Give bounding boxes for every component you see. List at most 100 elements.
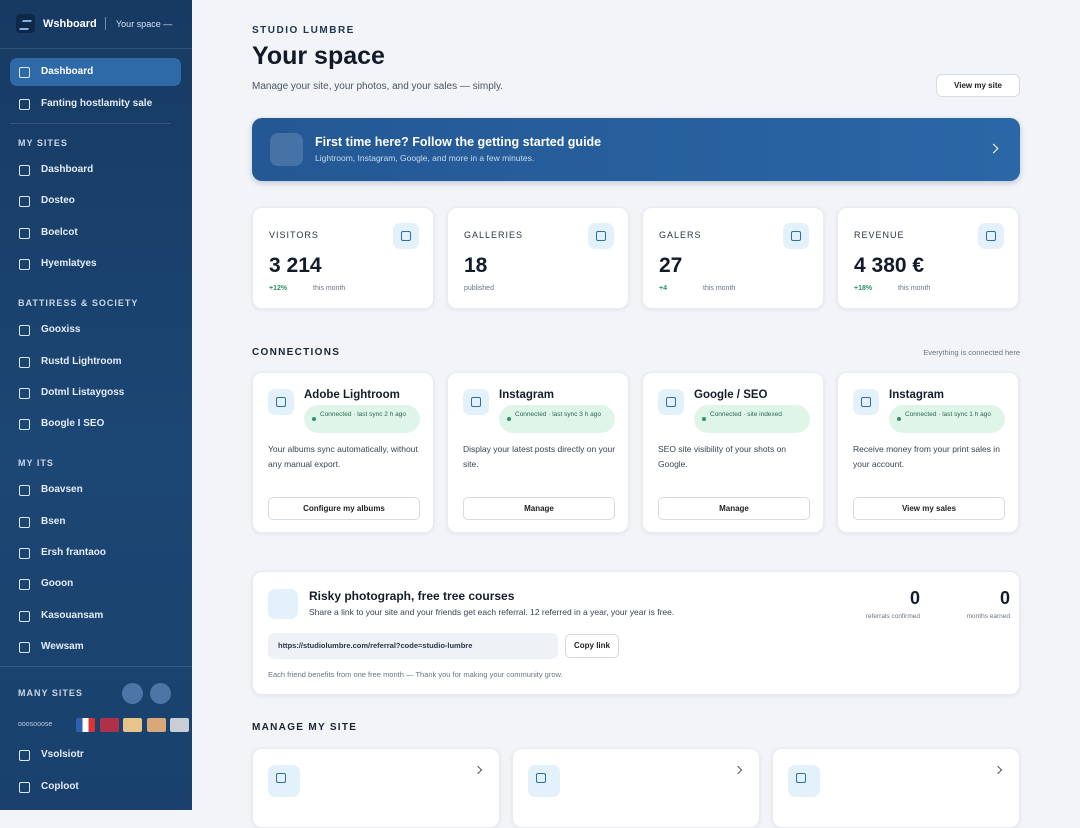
icon-button[interactable] (150, 683, 171, 704)
referral-link: https://studiolumbre.com/referral?code=s… (268, 633, 558, 659)
nav-item[interactable]: Vsolsiotr (10, 741, 181, 769)
nav-icon (19, 750, 30, 761)
connection-button[interactable]: Manage (463, 497, 615, 520)
language-label: ooosooose (18, 721, 53, 728)
referral-note: Each friend benefits from one free month… (268, 670, 563, 679)
nav-item[interactable]: Gooon (10, 570, 181, 598)
connection-status: Connected · last sync 1 h ago (889, 405, 1005, 433)
banner-arrow (988, 143, 999, 154)
nav-item[interactable]: Hyemlatyes (10, 250, 181, 278)
nav-label: Rustd Lightroom (41, 355, 122, 367)
stat-icon (393, 223, 419, 249)
nav-label: Coploot (41, 781, 79, 792)
flag[interactable] (99, 718, 119, 732)
status-dot (312, 417, 316, 421)
connection-button[interactable]: View my sales (853, 497, 1005, 520)
section-title: MANAGE MY SITE (252, 722, 358, 733)
nav-icon (19, 387, 30, 399)
nav-icon (19, 196, 30, 208)
manage-card[interactable] (252, 748, 500, 828)
nav-item[interactable]: Boavsen (10, 476, 181, 504)
brand: Wshboard (43, 18, 97, 30)
nav-item[interactable]: Dosteo (10, 187, 181, 215)
nav-icon (19, 548, 30, 559)
nav-label: Boogle I SEO (41, 418, 105, 430)
nav-item[interactable]: Bsen (10, 508, 181, 536)
metric-label: referrals confirmed (865, 613, 920, 620)
connection-card: Instagram Connected · last sync 1 h ago Re… (837, 372, 1019, 533)
referral-title: Risky photograph, free tree courses (309, 589, 515, 603)
status-dot (507, 417, 511, 421)
stat-card: VISITORS 3 214 +12% this month (252, 207, 434, 309)
stat-value: 4 380 € (854, 254, 925, 277)
nav-icon (19, 610, 30, 622)
nav-label: Gooon (41, 578, 74, 590)
nav-item[interactable]: Dotml Listaygoss (10, 379, 181, 407)
nav-item[interactable]: Wewsam (10, 633, 181, 661)
manage-card[interactable] (512, 748, 760, 828)
nav-icon (19, 258, 30, 270)
nav-icon (19, 67, 30, 78)
sidebar: Wshboard Your space — Dashboard Fanting hos… (0, 0, 192, 810)
connection-status: Connected · last sync 2 h ago (304, 405, 420, 433)
stat-icon (588, 223, 614, 249)
nav-label: Boavsen (41, 484, 83, 496)
connection-button[interactable]: Configure my albums (268, 497, 420, 520)
status-dot (897, 417, 901, 421)
nav-item[interactable]: Dashboard (10, 156, 181, 184)
referral-icon (268, 589, 298, 619)
banner-text: Lightroom, Instagram, Google, and more i… (315, 153, 535, 163)
nav-label: Dosteo (41, 195, 75, 207)
manage-icon (528, 765, 560, 797)
subtitle: Manage your site, your photos, and your … (252, 81, 504, 92)
logo (16, 14, 35, 33)
section-title: CONNECTIONS (252, 347, 341, 358)
nav-item[interactable]: Boelcot (10, 219, 181, 247)
section-link[interactable]: Everything is connected here (923, 348, 1020, 357)
nav-label: Vsolsiotr (41, 749, 84, 760)
nav-label: Kasouansam (41, 609, 104, 621)
connection-name: Adobe Lightroom (304, 389, 400, 401)
manage-card[interactable] (772, 748, 1020, 828)
divider (0, 666, 192, 667)
nav-item[interactable]: Gooxiss (10, 316, 181, 344)
page-title: Your space (252, 42, 385, 70)
nav-icon (19, 579, 30, 591)
manage-icon (268, 765, 300, 797)
connection-icon (268, 389, 294, 415)
brand-sep (105, 17, 106, 30)
stat-card: GALLERIES 18 published (447, 207, 629, 309)
nav-icon (19, 227, 30, 239)
nav-item[interactable]: Boogle I SEO (10, 410, 181, 438)
flag[interactable] (146, 718, 166, 732)
nav-item[interactable]: Ersh frantaoo (10, 539, 181, 567)
manage-icon (788, 765, 820, 797)
copy-button[interactable]: Copy link (565, 634, 619, 658)
connection-text: Receive money from your print sales in y… (853, 444, 1000, 469)
guide-banner[interactable]: First time here? Follow the getting star… (252, 118, 1020, 181)
nav-item[interactable]: Dashboard (10, 58, 181, 86)
icon-button[interactable] (122, 683, 143, 704)
nav-item[interactable]: Rustd Lightroom (10, 348, 181, 376)
banner-icon (270, 133, 303, 166)
flag[interactable] (123, 718, 142, 732)
section-title: MANY SITES (18, 688, 83, 698)
space-name: Your space — (116, 19, 173, 29)
flag[interactable] (76, 718, 95, 732)
logo-mark (19, 20, 32, 30)
divider (10, 123, 171, 124)
stat-card: GALERS 27 +4 this month (642, 207, 824, 309)
stat-label: REVENUE (854, 230, 905, 240)
section-title: MY SITES (18, 138, 68, 148)
view-site-button[interactable]: View my site (936, 74, 1020, 97)
nav-item[interactable]: Coploot (10, 773, 181, 801)
main-content: STUDIO LUMBRE Your space Manage your site,… (192, 0, 1080, 828)
nav-icon (19, 356, 30, 368)
stat-card: REVENUE 4 380 € +18% this month (837, 207, 1019, 309)
nav-label: Dashboard (41, 164, 94, 175)
nav-item[interactable]: Kasouansam (10, 602, 181, 630)
flag[interactable] (170, 718, 189, 732)
nav-item[interactable]: Fanting hostlamity sale (10, 90, 181, 118)
connection-button[interactable]: Manage (658, 497, 810, 520)
